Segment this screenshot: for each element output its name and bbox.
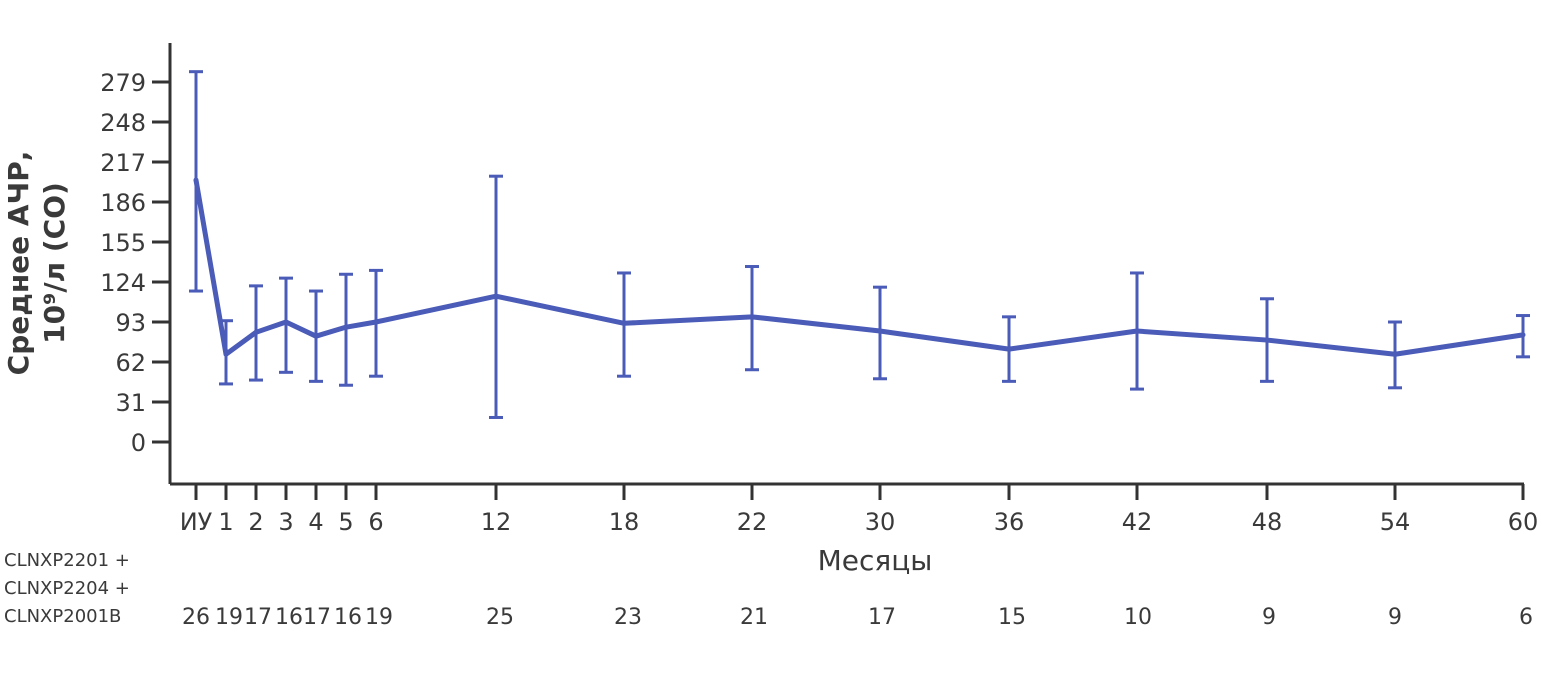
risk-table-count: 15 [998, 605, 1026, 630]
risk-table-count: 17 [868, 605, 896, 630]
x-tick-label: 48 [1252, 508, 1283, 536]
error-bar [279, 276, 293, 374]
y-tick-label: 155 [100, 229, 146, 257]
risk-table-count: 21 [740, 605, 768, 630]
data-point [223, 351, 229, 357]
data-point [1134, 328, 1140, 334]
risk-table-count: 19 [215, 605, 243, 630]
y-tick-label: 93 [115, 309, 146, 337]
y-tick-label: 217 [100, 149, 146, 177]
data-point [283, 319, 289, 325]
risk-table-count: 25 [486, 605, 514, 630]
risk-table-count: 17 [303, 605, 331, 630]
data-point [621, 320, 627, 326]
y-tick-label: 248 [100, 109, 146, 137]
risk-table-label-line3: CLNXP2001B [4, 606, 121, 627]
y-tick-label: 279 [100, 69, 146, 97]
x-tick-label: 60 [1508, 508, 1539, 536]
x-tick-label: 22 [737, 508, 768, 536]
error-bars [189, 70, 1530, 419]
data-point [493, 293, 499, 299]
y-tick-label: 62 [115, 349, 146, 377]
x-tick-label: ИУ [180, 508, 213, 536]
risk-table-count: 26 [182, 605, 210, 630]
x-tick-label: 36 [994, 508, 1025, 536]
risk-table-label-line1: CLNXP2201 + [4, 550, 130, 571]
risk-table-count: 23 [614, 605, 642, 630]
data-point [1264, 337, 1270, 343]
risk-table: CLNXP2201 + CLNXP2204 + CLNXP2001B 26 19 1… [4, 550, 1533, 630]
y-axis-label-line1: Среднее АЧР, [2, 151, 35, 376]
x-tick-label: 54 [1380, 508, 1411, 536]
x-tick-label: 30 [865, 508, 896, 536]
x-tick-label: 1 [218, 508, 233, 536]
data-point [343, 324, 349, 330]
risk-table-count: 16 [334, 605, 362, 630]
y-axis-label-line2: 10⁹/л (СО) [38, 182, 71, 344]
data-point [1520, 332, 1526, 338]
data-point [749, 314, 755, 320]
y-tick-label: 186 [100, 189, 146, 217]
x-ticks: ИУ 1 2 3 4 5 6 12 18 22 30 36 42 48 54 60 [180, 484, 1539, 536]
x-tick-label: 2 [248, 508, 263, 536]
x-tick-label: 6 [368, 508, 383, 536]
y-tick-label: 124 [100, 269, 146, 297]
x-tick-label: 3 [278, 508, 293, 536]
risk-table-count: 6 [1519, 605, 1533, 630]
x-tick-label: 4 [308, 508, 323, 536]
risk-table-count: 9 [1262, 605, 1276, 630]
x-tick-label: 12 [481, 508, 512, 536]
data-point [1006, 346, 1012, 352]
risk-table-label-line2: CLNXP2204 + [4, 578, 130, 599]
data-point [253, 329, 259, 335]
risk-table-count: 9 [1388, 605, 1402, 630]
risk-table-count: 10 [1124, 605, 1152, 630]
data-point [877, 328, 883, 334]
data-point [313, 333, 319, 339]
series-line-group [193, 177, 1526, 357]
x-tick-label: 5 [338, 508, 353, 536]
data-point [1392, 351, 1398, 357]
risk-table-count: 17 [244, 605, 272, 630]
x-tick-label: 42 [1122, 508, 1153, 536]
y-ticks: 0 31 62 93 124 155 186 217 248 279 [100, 69, 170, 457]
series-line [193, 179, 1524, 357]
y-tick-label: 31 [115, 389, 146, 417]
risk-table-count: 16 [275, 605, 303, 630]
data-point [373, 319, 379, 325]
risk-table-count: 19 [365, 605, 393, 630]
data-point [193, 177, 199, 183]
x-tick-label: 18 [609, 508, 640, 536]
y-tick-label: 0 [131, 429, 146, 457]
x-axis-label: Месяцы [818, 544, 933, 577]
